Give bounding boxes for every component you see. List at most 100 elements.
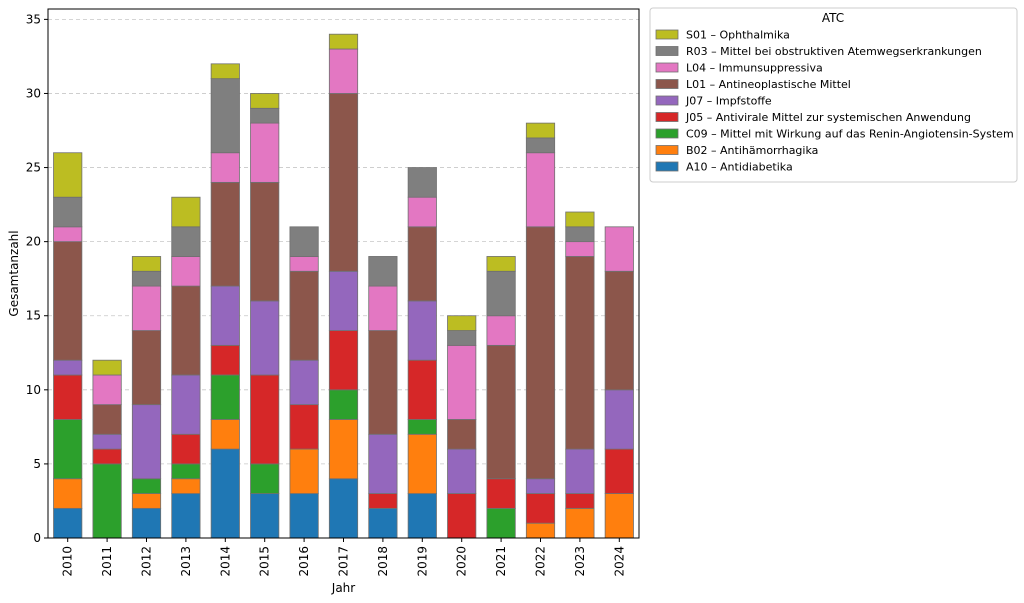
bar-segment-2017-C09 bbox=[328, 389, 359, 420]
bar-segment-2010-S01 bbox=[53, 152, 83, 198]
y-tick-label: 15 bbox=[26, 309, 41, 323]
legend-swatch bbox=[655, 79, 679, 89]
x-tick-label: 2013 bbox=[179, 546, 193, 577]
x-tick-label: 2019 bbox=[415, 546, 429, 577]
bar-segment-2024-L04 bbox=[604, 226, 634, 272]
legend-entry: A10 – Antidiabetika bbox=[686, 161, 793, 174]
x-tick-label: 2011 bbox=[100, 546, 114, 577]
bar-segment-2021-S01 bbox=[486, 256, 516, 272]
bar-segment-2012-J07 bbox=[131, 404, 162, 480]
bar-segment-2010-L01 bbox=[53, 241, 83, 361]
bar-segment-2020-J07 bbox=[447, 448, 477, 494]
bar-segment-2013-L04 bbox=[171, 256, 201, 287]
bar-segment-2014-L01 bbox=[210, 181, 240, 287]
bar-segment-2023-J05 bbox=[565, 493, 595, 509]
y-axis-label: Gesamtanzahl bbox=[7, 230, 21, 316]
bar-segment-2010-J07 bbox=[53, 359, 83, 376]
bar-segment-2018-R03 bbox=[368, 256, 398, 287]
bar-segment-2012-S01 bbox=[131, 256, 162, 272]
bar-segment-2017-L04 bbox=[328, 48, 359, 94]
bar-segment-2015-L04 bbox=[250, 122, 280, 183]
bar-segment-2018-J05 bbox=[368, 493, 398, 509]
bar-segment-2011-J07 bbox=[92, 433, 122, 450]
bar-segment-2011-S01 bbox=[92, 359, 122, 376]
x-tick-label: 2016 bbox=[297, 546, 311, 577]
legend-swatch bbox=[655, 161, 679, 172]
bar-segment-2015-S01 bbox=[250, 93, 280, 109]
bar-segment-2011-J05 bbox=[92, 448, 122, 465]
bar-segment-2018-A10 bbox=[368, 507, 398, 539]
bar-segment-2022-L04 bbox=[525, 152, 556, 228]
bar-segment-2019-B02 bbox=[407, 433, 437, 494]
bar-segment-2012-A10 bbox=[131, 507, 162, 539]
y-tick-label: 5 bbox=[33, 457, 41, 471]
legend-swatch bbox=[655, 112, 679, 122]
bar-segment-2019-J07 bbox=[407, 300, 437, 361]
bar-segment-2024-B02 bbox=[604, 493, 634, 539]
bar-segment-2016-R03 bbox=[289, 226, 319, 257]
bar-segment-2014-J05 bbox=[210, 344, 240, 376]
bar-segment-2023-L04 bbox=[565, 241, 595, 257]
bar-segment-2019-C09 bbox=[407, 419, 437, 435]
bar-segment-2010-L04 bbox=[53, 226, 83, 243]
bar-segment-2019-J05 bbox=[407, 359, 437, 420]
legend-entry: B02 – Antihämorrhagika bbox=[686, 144, 818, 157]
bar-segment-2015-C09 bbox=[250, 463, 280, 494]
bar-segment-2012-C09 bbox=[131, 478, 162, 494]
y-tick-label: 30 bbox=[26, 86, 41, 100]
y-tick-label: 20 bbox=[26, 235, 41, 249]
legend-swatch bbox=[655, 62, 679, 73]
bar-segment-2023-B02 bbox=[565, 507, 595, 539]
bar-segment-2023-R03 bbox=[565, 226, 595, 243]
legend-swatch bbox=[655, 145, 679, 155]
legend: ATC S01 – Ophthalmika R03 – Mittel bei ob… bbox=[649, 7, 1018, 183]
bar-segment-2013-L01 bbox=[171, 285, 201, 376]
bar-segment-2014-R03 bbox=[210, 78, 240, 154]
x-tick-label: 2017 bbox=[337, 546, 351, 577]
bar-segment-2024-J05 bbox=[604, 448, 634, 494]
bar-segment-2016-L04 bbox=[289, 256, 319, 272]
bar-segment-2020-S01 bbox=[447, 315, 477, 331]
bars bbox=[53, 33, 634, 539]
bar-segment-2013-S01 bbox=[171, 196, 201, 228]
bar-segment-2022-S01 bbox=[525, 122, 556, 139]
legend-swatch bbox=[655, 95, 679, 106]
bar-segment-2022-B02 bbox=[525, 522, 556, 539]
bar-segment-2018-L04 bbox=[368, 285, 398, 331]
x-axis: 2010 2011 2012 2013 2014 2015 2016 2017 2018 2019… bbox=[61, 538, 626, 577]
y-tick-label: 35 bbox=[26, 12, 41, 26]
bar-segment-2023-S01 bbox=[565, 211, 595, 228]
bar-segment-2023-J07 bbox=[565, 448, 595, 494]
y-axis: 0 5 10 15 20 25 30 35 bbox=[26, 12, 48, 545]
bar-segment-2022-J07 bbox=[525, 478, 556, 494]
bar-segment-2021-L01 bbox=[486, 344, 516, 480]
bar-segment-2017-S01 bbox=[328, 33, 359, 50]
bar-segment-2017-J05 bbox=[328, 330, 359, 391]
bar-segment-2016-J07 bbox=[289, 359, 319, 406]
bar-segment-2016-L01 bbox=[289, 270, 319, 361]
bar-segment-2010-J05 bbox=[53, 374, 83, 420]
legend-entry: C09 – Mittel mit Wirkung auf das Renin-A… bbox=[686, 128, 1014, 141]
bar-segment-2014-J07 bbox=[210, 285, 240, 346]
bar-segment-2018-J07 bbox=[368, 433, 398, 494]
legend-swatch bbox=[655, 46, 679, 56]
legend-entry: S01 – Ophthalmika bbox=[686, 29, 790, 42]
bar-segment-2021-L04 bbox=[486, 315, 516, 346]
bar-segment-2014-L04 bbox=[210, 152, 240, 183]
bar-segment-2014-B02 bbox=[210, 419, 240, 450]
bar-segment-2018-L01 bbox=[368, 330, 398, 435]
bar-segment-2020-L04 bbox=[447, 344, 477, 420]
bar-segment-2015-J05 bbox=[250, 374, 280, 465]
x-tick-label: 2021 bbox=[494, 546, 508, 577]
x-tick-label: 2012 bbox=[140, 546, 154, 577]
bar-segment-2013-C09 bbox=[171, 463, 201, 480]
bar-segment-2021-C09 bbox=[486, 507, 516, 539]
bar-segment-2022-L01 bbox=[525, 226, 556, 480]
legend-entry: L01 – Antineoplastische Mittel bbox=[686, 78, 851, 91]
bar-segment-2020-R03 bbox=[447, 330, 477, 346]
x-tick-label: 2020 bbox=[455, 546, 469, 577]
bar-segment-2019-L01 bbox=[407, 226, 437, 302]
x-tick-label: 2018 bbox=[376, 546, 390, 577]
y-tick-label: 10 bbox=[26, 383, 41, 397]
x-tick-label: 2015 bbox=[258, 546, 272, 577]
